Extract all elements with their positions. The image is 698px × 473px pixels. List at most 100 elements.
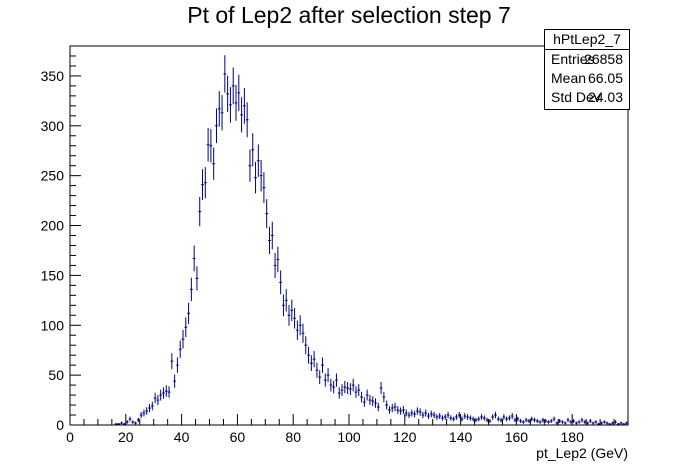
histogram-bin xyxy=(212,147,216,180)
histogram-bin xyxy=(192,245,196,272)
histogram-bin xyxy=(220,95,224,131)
histogram-bin xyxy=(242,88,246,124)
histogram-bin xyxy=(262,172,266,204)
histogram-bin xyxy=(184,317,188,338)
histogram-bin xyxy=(510,413,514,420)
histogram-bin xyxy=(256,144,260,177)
histogram-bin xyxy=(622,423,626,425)
histogram-bin xyxy=(608,423,612,425)
histogram-bin xyxy=(173,374,177,388)
histogram-bin xyxy=(265,199,269,229)
histogram-bin xyxy=(602,420,606,424)
histogram-bin xyxy=(563,421,567,425)
histogram-bin xyxy=(136,417,140,423)
histogram-bin xyxy=(597,423,601,425)
histogram-bin xyxy=(524,417,528,423)
stats-label: Std Dev xyxy=(551,89,601,105)
histogram-bin xyxy=(276,246,280,273)
histogram-bin xyxy=(535,419,539,424)
histogram-bin xyxy=(279,270,283,295)
histogram-bin xyxy=(471,416,475,422)
histogram-bin xyxy=(558,419,562,424)
stats-value: 24.03 xyxy=(587,89,623,105)
histogram-bin xyxy=(181,329,185,349)
histogram-bin xyxy=(410,409,414,417)
x-tick-label: 60 xyxy=(230,429,246,445)
histogram-bin xyxy=(164,385,168,397)
histogram-bin xyxy=(298,315,302,336)
histogram-bin xyxy=(148,403,151,413)
histogram-bin xyxy=(424,409,428,417)
y-tick-label: 50 xyxy=(48,367,64,383)
histogram-bin xyxy=(240,97,243,133)
histogram-bin xyxy=(139,411,143,419)
histogram-bin xyxy=(337,387,341,399)
histogram-bin xyxy=(577,420,581,424)
histogram-bin xyxy=(569,420,573,424)
histogram-bin xyxy=(125,420,129,424)
histogram-bin xyxy=(502,414,506,420)
histogram-bin xyxy=(432,411,436,419)
histogram-bin xyxy=(131,420,135,424)
histogram-bin xyxy=(340,384,344,396)
histogram-bin xyxy=(134,421,137,425)
histogram-bin xyxy=(215,108,218,144)
stats-label: Entries xyxy=(551,51,595,67)
stats-histogram-name: hPtLep2_7 xyxy=(545,30,629,50)
histogram-bin xyxy=(120,421,124,425)
histogram-bin xyxy=(145,407,149,415)
histogram-bin xyxy=(167,386,171,398)
histogram-bin xyxy=(619,421,623,425)
histogram-bin xyxy=(365,389,369,401)
stats-row-stddev: Std Dev 24.03 xyxy=(545,88,629,107)
histogram-bin xyxy=(259,159,263,192)
histogram-bin xyxy=(374,398,377,408)
histogram-bin xyxy=(452,416,456,422)
histogram-bin xyxy=(201,169,204,201)
histogram-bin xyxy=(335,373,338,387)
histogram-bin xyxy=(231,67,235,105)
x-tick-label: 80 xyxy=(285,429,301,445)
histogram-bin xyxy=(189,277,193,301)
histogram-bin xyxy=(402,406,405,414)
histogram-bin xyxy=(290,299,294,321)
histogram-bin xyxy=(480,414,483,420)
histogram-bin xyxy=(349,383,352,396)
x-tick-label: 0 xyxy=(66,429,74,445)
histogram-bin xyxy=(273,252,277,279)
histogram-bin xyxy=(443,414,447,420)
histogram-bin xyxy=(284,289,288,312)
histogram-bin xyxy=(304,336,308,355)
histogram-bin xyxy=(307,346,310,364)
histogram-bin xyxy=(561,420,564,424)
y-tick-label: 150 xyxy=(41,267,65,283)
histogram-bin xyxy=(541,417,545,423)
histogram-bin xyxy=(415,407,419,415)
chart-title: Pt of Lep2 after selection step 7 xyxy=(187,2,511,28)
histogram-bin xyxy=(178,340,182,358)
histogram-bin xyxy=(170,353,174,370)
histogram-bin xyxy=(499,417,503,423)
histogram-bin xyxy=(421,411,425,419)
histogram-bin xyxy=(533,417,536,423)
histogram-bin xyxy=(385,400,389,410)
histogram-bin xyxy=(505,416,509,422)
histogram-bin xyxy=(371,396,375,406)
x-tick-label: 120 xyxy=(393,429,417,445)
histogram-bin xyxy=(293,307,296,329)
histogram-bin xyxy=(357,384,361,396)
histogram-bin xyxy=(508,415,511,421)
histogram-bin xyxy=(114,423,118,425)
histogram-bin xyxy=(460,416,464,422)
histogram-bin xyxy=(287,304,291,326)
histogram-bin xyxy=(580,417,584,423)
histogram-bin xyxy=(226,75,230,113)
histogram-bin xyxy=(360,391,363,403)
histogram-bin xyxy=(318,370,322,385)
histogram-bin xyxy=(162,387,165,399)
histogram-bin xyxy=(519,419,522,424)
histogram-bin xyxy=(245,102,249,138)
histogram-bin xyxy=(343,380,347,394)
histogram-bin xyxy=(441,415,444,421)
histogram-bin xyxy=(376,402,380,412)
